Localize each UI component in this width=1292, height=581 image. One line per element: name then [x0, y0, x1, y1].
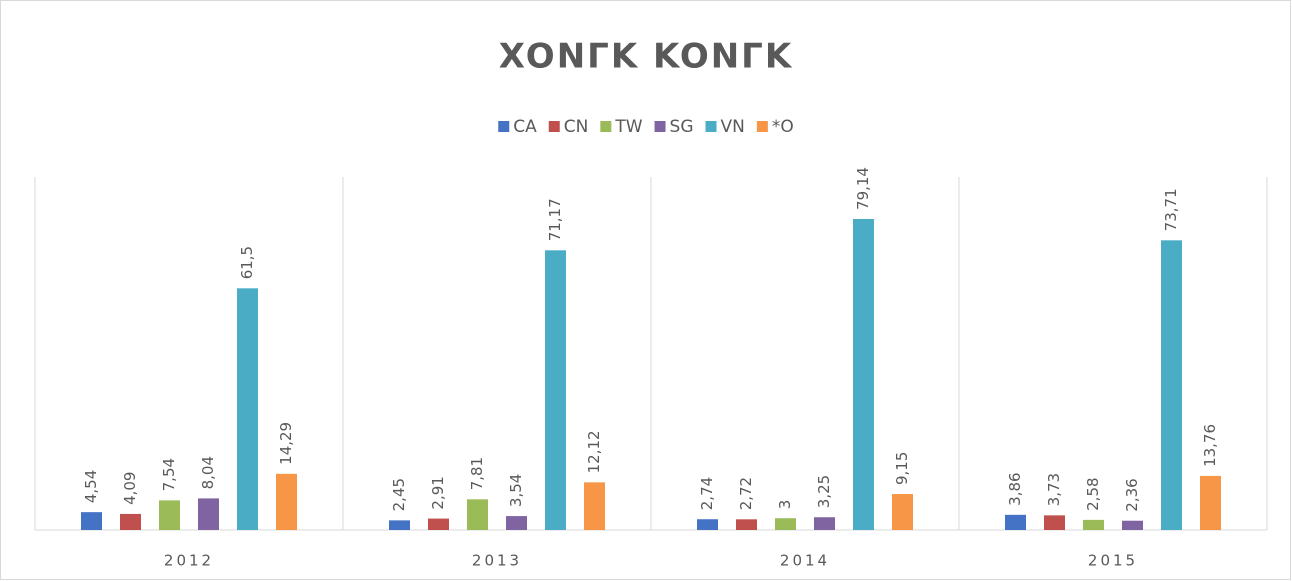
bar — [81, 512, 102, 530]
data-label: 9,15 — [893, 452, 911, 485]
bar — [892, 494, 913, 530]
data-label: 2,36 — [1123, 478, 1141, 511]
data-label: 73,71 — [1162, 188, 1180, 231]
data-label: 2,74 — [698, 477, 716, 510]
data-label: 14,29 — [277, 422, 295, 465]
legend-label: VN — [721, 117, 745, 137]
bar — [237, 288, 258, 530]
bar — [159, 500, 180, 530]
chart-title: XONΓK KONΓK — [499, 37, 793, 77]
data-label: 2,58 — [1084, 477, 1102, 510]
legend-swatch — [498, 121, 510, 132]
bar — [736, 519, 757, 530]
data-label: 2,45 — [390, 478, 408, 511]
bar — [276, 473, 297, 530]
legend-swatch — [756, 121, 768, 132]
bar — [428, 518, 449, 530]
bar — [1083, 519, 1104, 530]
data-label: 2,72 — [737, 477, 755, 510]
bar — [814, 517, 835, 530]
bar — [506, 516, 527, 530]
data-label: 3,54 — [507, 474, 525, 507]
x-tick-label: 2012 — [164, 552, 214, 570]
bar — [775, 518, 796, 530]
data-label: 4,54 — [82, 470, 100, 503]
bar — [1044, 515, 1065, 530]
legend-swatch — [654, 121, 666, 132]
data-label: 4,09 — [121, 472, 139, 505]
data-label: 3,25 — [815, 475, 833, 508]
bar — [1200, 475, 1221, 530]
data-label: 2,91 — [429, 476, 447, 509]
bar — [198, 498, 219, 530]
data-label: 3,73 — [1045, 473, 1063, 506]
data-label: 3,86 — [1006, 472, 1024, 505]
legend-label: SG — [670, 117, 694, 137]
bar — [584, 482, 605, 530]
bar — [1161, 240, 1182, 530]
x-tick-label: 2015 — [1088, 552, 1138, 570]
legend-label: CN — [564, 117, 589, 137]
data-label: 79,14 — [854, 167, 872, 210]
x-tick-label: 2013 — [472, 552, 522, 570]
bar — [545, 250, 566, 531]
x-tick-label: 2014 — [780, 552, 830, 570]
bar — [1122, 520, 1143, 530]
legend-swatch — [548, 121, 560, 132]
bar — [120, 513, 141, 530]
bar — [697, 519, 718, 530]
data-label: 12,12 — [585, 430, 603, 473]
bar — [467, 499, 488, 530]
data-label: 61,5 — [238, 246, 256, 279]
data-label: 3 — [776, 500, 794, 510]
bar — [389, 520, 410, 530]
data-label: 8,04 — [199, 456, 217, 489]
legend-swatch — [600, 121, 612, 132]
legend-swatch — [705, 121, 717, 132]
legend-label: TW — [614, 117, 642, 137]
data-label: 7,81 — [468, 457, 486, 490]
data-label: 71,17 — [546, 198, 564, 241]
data-label: 7,54 — [160, 458, 178, 491]
legend-label: CA — [513, 117, 537, 137]
data-label: 13,76 — [1201, 424, 1219, 467]
bar — [853, 218, 874, 530]
bar — [1005, 514, 1026, 530]
legend-label: *O — [772, 117, 794, 137]
